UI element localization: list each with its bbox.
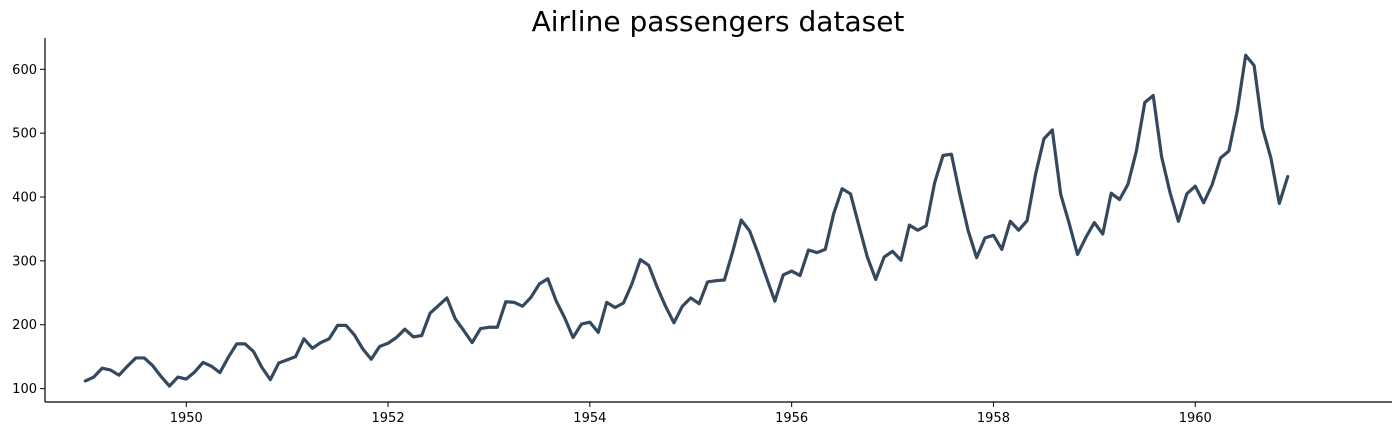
chart-title: Airline passengers dataset bbox=[532, 5, 905, 38]
series-line-0 bbox=[83, 53, 1290, 388]
y-tick-label: 400 bbox=[12, 191, 37, 206]
x-tick-label: 1954 bbox=[573, 411, 606, 426]
y-tick-label: 300 bbox=[12, 254, 37, 269]
y-tick-label: 600 bbox=[12, 63, 37, 78]
x-tick-label: 1956 bbox=[775, 411, 808, 426]
y-tick-label: 200 bbox=[12, 318, 37, 333]
y-tick-label: 100 bbox=[12, 382, 37, 397]
x-tick-label: 1958 bbox=[977, 411, 1010, 426]
y-axis-ticks: 100 200 300 400 500 600 bbox=[12, 63, 45, 397]
x-tick-label: 1952 bbox=[372, 411, 405, 426]
series-layer bbox=[83, 53, 1290, 388]
y-tick-label: 500 bbox=[12, 127, 37, 142]
x-tick-label: 1950 bbox=[170, 411, 203, 426]
x-axis-ticks: 1950 1952 1954 1956 1958 1960 bbox=[170, 402, 1212, 426]
x-tick-label: 1960 bbox=[1179, 411, 1212, 426]
